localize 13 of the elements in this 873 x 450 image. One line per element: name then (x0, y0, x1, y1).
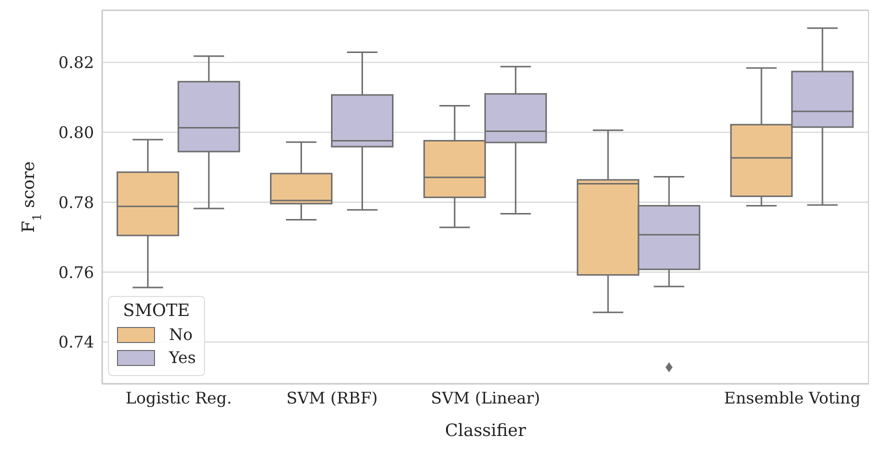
legend-title: SMOTE (122, 301, 191, 321)
x-tick-label: Logistic Reg. (126, 388, 232, 408)
legend-label: No (169, 325, 193, 344)
y-tick-label: 0.74 (58, 332, 94, 352)
x-tick-label: Ensemble Voting (724, 388, 861, 408)
y-tick-label: 0.80 (58, 123, 94, 142)
x-tick-label: SVM (Linear) (430, 388, 540, 408)
y-tick-label: 0.82 (58, 53, 94, 72)
y-tick-label: 0.78 (58, 192, 94, 212)
y-tick-label: 0.76 (58, 262, 94, 282)
legend-label: Yes (169, 348, 196, 367)
x-tick-label: SVM (RBF) (286, 388, 378, 408)
x-axis-title: Classifier (445, 421, 527, 441)
